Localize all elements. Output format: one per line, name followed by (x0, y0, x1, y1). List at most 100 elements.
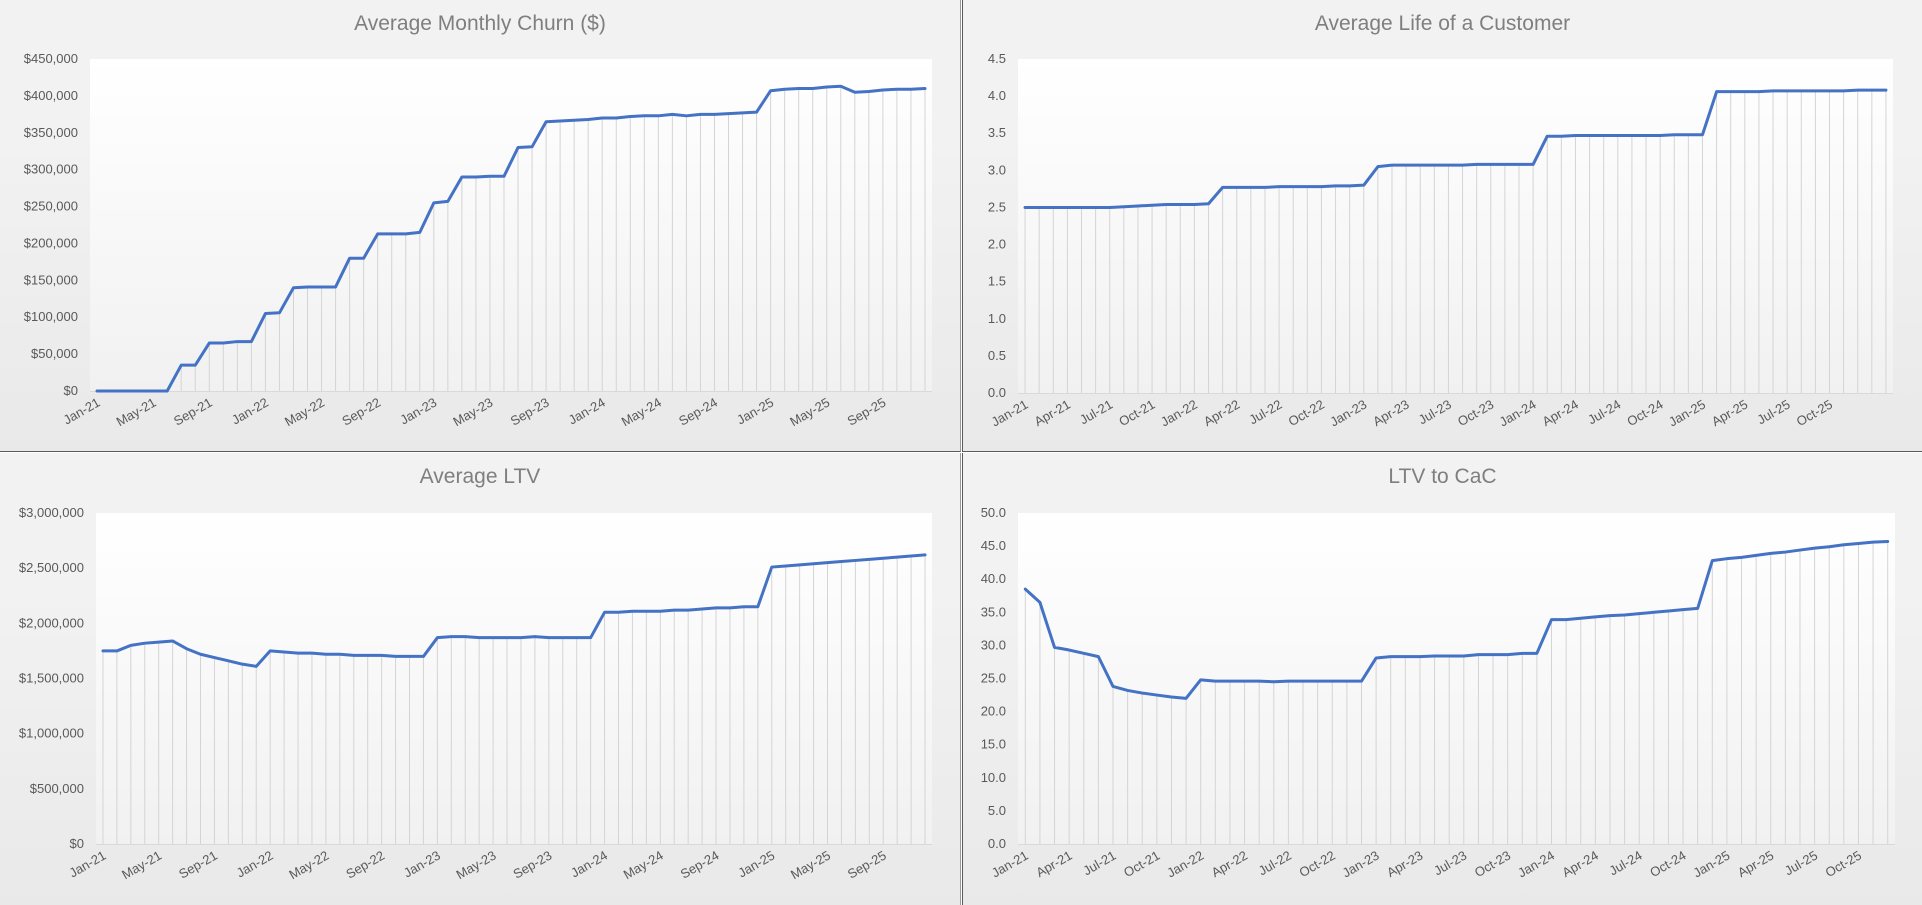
y-tick-label: 50.0 (981, 505, 1006, 520)
data-point (1067, 648, 1071, 652)
data-point (1461, 163, 1464, 167)
data-point (422, 655, 425, 658)
data-point (895, 88, 899, 91)
data-point (645, 609, 648, 613)
data-point (1024, 587, 1027, 591)
x-tick-label: Sep-21 (176, 848, 220, 882)
ltv-chart-panel: Average LTV $0 $500,000 $1,000,000 $1,500,0… (0, 453, 961, 905)
y-tick-label: $200,000 (24, 235, 78, 250)
data-point (1345, 679, 1349, 683)
data-point (756, 605, 760, 608)
data-point (657, 114, 660, 118)
data-point (1164, 203, 1168, 206)
data-point (324, 653, 328, 656)
x-tick-label: Apr-25 (1735, 848, 1776, 881)
x-tick-label: May-21 (114, 395, 159, 430)
x-tick-label: Jul-25 (1754, 397, 1792, 428)
data-point (1376, 165, 1380, 168)
data-point (1814, 89, 1817, 93)
data-point (320, 285, 323, 289)
x-tick-label: Jan-24 (1515, 848, 1557, 881)
data-point (334, 285, 337, 289)
data-point (714, 606, 718, 610)
x-tick-label: Oct-21 (1121, 848, 1162, 880)
data-point (109, 389, 113, 393)
data-point (881, 88, 885, 92)
y-tick-label: 4.0 (988, 88, 1006, 103)
data-point (1696, 607, 1699, 610)
y-tick-label: $100,000 (24, 309, 78, 324)
data-point (1207, 202, 1210, 205)
y-tick-label: 15.0 (981, 737, 1006, 752)
data-point (1828, 545, 1831, 548)
data-point (1301, 679, 1305, 683)
data-point (1517, 163, 1521, 166)
y-tick-label: 40.0 (981, 571, 1006, 586)
data-point (1053, 646, 1056, 649)
data-point (617, 611, 620, 614)
data-point (1594, 615, 1597, 619)
y-tick-label: 20.0 (981, 704, 1006, 719)
x-tick-label: Sep-22 (339, 395, 383, 429)
data-point (685, 114, 688, 118)
x-tick-label: Sep-21 (171, 395, 215, 429)
data-point (519, 636, 523, 639)
x-tick-label: Jan-22 (1158, 397, 1200, 430)
data-point (268, 649, 272, 653)
series-line (95, 84, 927, 393)
data-point (1579, 617, 1582, 620)
data-point (505, 636, 509, 639)
data-point (686, 608, 690, 612)
data-point (1842, 543, 1846, 546)
data-point (659, 609, 662, 613)
data-point (502, 175, 506, 178)
data-point (1531, 163, 1535, 166)
data-point (129, 644, 133, 647)
data-point (137, 389, 141, 393)
data-point (477, 636, 481, 639)
data-point (1771, 89, 1775, 93)
y-tick-label: 5.0 (988, 803, 1006, 818)
data-point (1447, 163, 1450, 167)
x-tick-label: Oct-24 (1624, 397, 1665, 429)
y-tick-label: $400,000 (24, 88, 78, 103)
data-point (123, 389, 127, 393)
data-point (812, 562, 815, 565)
data-point (1725, 557, 1729, 560)
data-point (1257, 679, 1261, 683)
x-tick-label: Jul-21 (1080, 848, 1118, 879)
data-point (1743, 90, 1747, 93)
data-point (366, 654, 369, 657)
x-tick-label: Sep-25 (845, 848, 889, 882)
y-tick-label: 25.0 (981, 671, 1006, 686)
data-point (1475, 163, 1478, 166)
data-point (446, 200, 450, 203)
x-tick-label: Oct-23 (1455, 397, 1496, 429)
chart-title: Average Monthly Churn ($) (354, 12, 606, 35)
data-point (1667, 609, 1670, 613)
data-point (352, 654, 355, 657)
data-point (797, 87, 800, 90)
data-point (1842, 89, 1845, 93)
churn-chart-panel: Average Monthly Churn ($) $0 $50,000 $100,… (0, 0, 961, 452)
data-point (1870, 88, 1874, 92)
data-point (1740, 556, 1743, 559)
data-point (171, 639, 174, 643)
data-point (923, 87, 927, 90)
x-tick-label: Jan-22 (229, 395, 271, 428)
x-tick-label: May-23 (450, 395, 495, 430)
data-point (1193, 203, 1196, 206)
data-point (1136, 204, 1140, 208)
x-tick-label: Jan-21 (989, 848, 1031, 881)
y-tick-label: 10.0 (981, 770, 1006, 785)
data-point (306, 285, 309, 289)
data-point (1616, 134, 1619, 137)
y-tick-label: 1.0 (988, 311, 1006, 326)
data-point (1754, 554, 1758, 557)
data-point (1785, 89, 1789, 93)
y-tick-label: $2,500,000 (19, 560, 84, 575)
data-point (671, 113, 674, 116)
data-point (1652, 611, 1656, 614)
x-tick-label: Sep-24 (678, 848, 722, 882)
y-tick-label: $150,000 (24, 272, 78, 287)
